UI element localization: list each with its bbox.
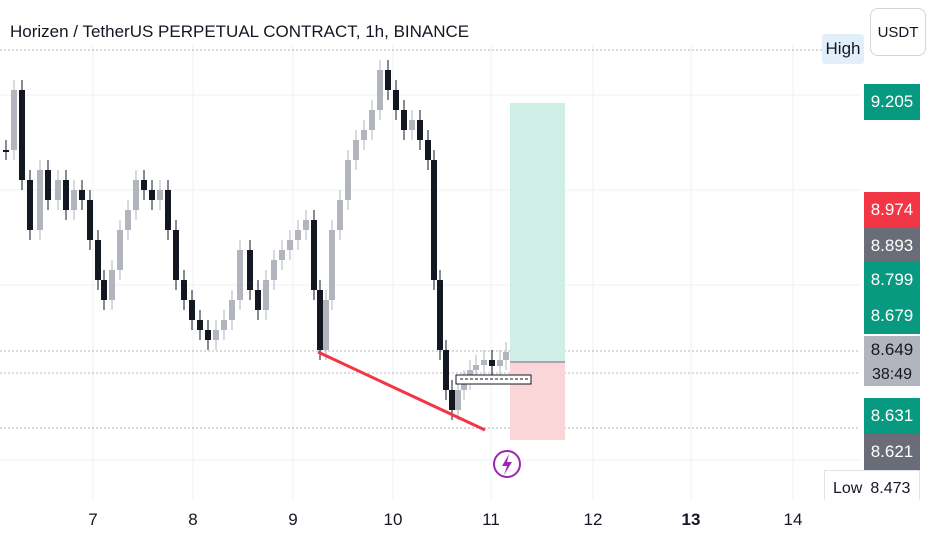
candle-body [27, 180, 33, 230]
candle-body [401, 110, 407, 130]
candle-body [377, 70, 383, 110]
x-tick-11: 11 [482, 510, 500, 529]
candle-body [263, 280, 269, 310]
chart-title: Horizen / TetherUS PERPETUAL CONTRACT, 1… [10, 22, 470, 41]
candle-body [173, 230, 179, 280]
x-tick-10: 10 [383, 510, 403, 529]
candle-body [133, 180, 139, 210]
candle-body [353, 140, 359, 160]
candle-body [213, 330, 219, 340]
candle-body [237, 250, 243, 300]
candle-body [481, 360, 487, 365]
candle-body [205, 330, 211, 340]
x-tick-14: 14 [783, 510, 803, 529]
candle-body [79, 190, 85, 200]
price-tag-p1: 8.799 [864, 262, 920, 298]
price-tag-stop: 8.974 [864, 192, 920, 228]
candle-body [165, 190, 171, 230]
candle-body [361, 130, 367, 140]
candle-body [149, 190, 155, 200]
candle-body [431, 160, 437, 280]
x-tick-9: 9 [288, 510, 298, 529]
candle-body [141, 180, 147, 190]
candle-body [55, 180, 61, 200]
x-tick-13: 13 [681, 510, 701, 529]
candle-body [311, 220, 317, 290]
price-tag-prev: 8.893 [864, 228, 920, 264]
high-label: High [822, 34, 864, 64]
candle-body [317, 290, 323, 350]
candle-body [437, 280, 443, 350]
x-tick-12: 12 [583, 510, 603, 529]
price-tag-p4: 8.621 [864, 434, 920, 470]
candle-body [369, 110, 375, 130]
candle-body [461, 380, 467, 390]
candle-body [63, 180, 69, 210]
price-tag-p2: 8.679 [864, 298, 920, 334]
candle-body [473, 365, 479, 370]
candle-body [503, 352, 509, 360]
candle-body [247, 250, 253, 290]
candle-body [323, 300, 329, 350]
countdown-tag: 38:49 [864, 364, 920, 386]
candle-body [221, 320, 227, 330]
low-value: 8.473 [870, 480, 911, 497]
candle-body [393, 90, 399, 110]
candle-body [189, 300, 195, 320]
low-label: Low 8.473 [824, 470, 920, 500]
candle-body [3, 150, 9, 152]
candle-body [37, 170, 43, 230]
candle-body [125, 210, 131, 230]
candle-body [417, 120, 423, 140]
candle-body [449, 390, 455, 410]
x-tick-8: 8 [188, 510, 198, 529]
candle-body [157, 190, 163, 200]
low-label-text: Low [833, 480, 863, 497]
candle-body [409, 120, 415, 130]
candle-body [11, 90, 17, 150]
candle-body [271, 260, 277, 280]
candle-body [385, 70, 391, 90]
candle-body [489, 360, 495, 366]
candle-body [425, 140, 431, 160]
candle-body [45, 170, 51, 200]
candle-body [455, 390, 461, 410]
price-tag-last: 8.649 [864, 336, 920, 364]
candle-body [181, 280, 187, 300]
candle-body [87, 200, 93, 240]
price-tag-target: 9.205 [864, 84, 920, 120]
trend-line [317, 350, 486, 432]
candle-body [443, 350, 449, 390]
candle-body [295, 230, 301, 240]
candle-body [19, 90, 25, 180]
candle-body [197, 320, 203, 330]
candle-body [71, 190, 77, 210]
entry-box [455, 374, 532, 385]
candle-body [101, 280, 107, 300]
candle-body [287, 240, 293, 250]
candle-body [337, 200, 343, 230]
x-tick-7: 7 [88, 510, 98, 529]
candle-body [345, 160, 351, 200]
candle-body [255, 290, 261, 310]
candle-body [497, 360, 503, 366]
candle-body [279, 250, 285, 260]
price-tag-p3: 8.631 [864, 398, 920, 434]
stop-loss-zone [510, 362, 565, 440]
currency-button[interactable]: USDT [870, 8, 926, 56]
candle-body [229, 300, 235, 320]
candle-body [109, 270, 115, 300]
lightning-alert-icon[interactable] [493, 450, 521, 478]
candlesticks [3, 60, 509, 420]
candle-body [117, 230, 123, 270]
candle-body [303, 220, 309, 230]
candle-body [95, 240, 101, 280]
candle-body [329, 230, 335, 300]
take-profit-zone [510, 103, 565, 362]
